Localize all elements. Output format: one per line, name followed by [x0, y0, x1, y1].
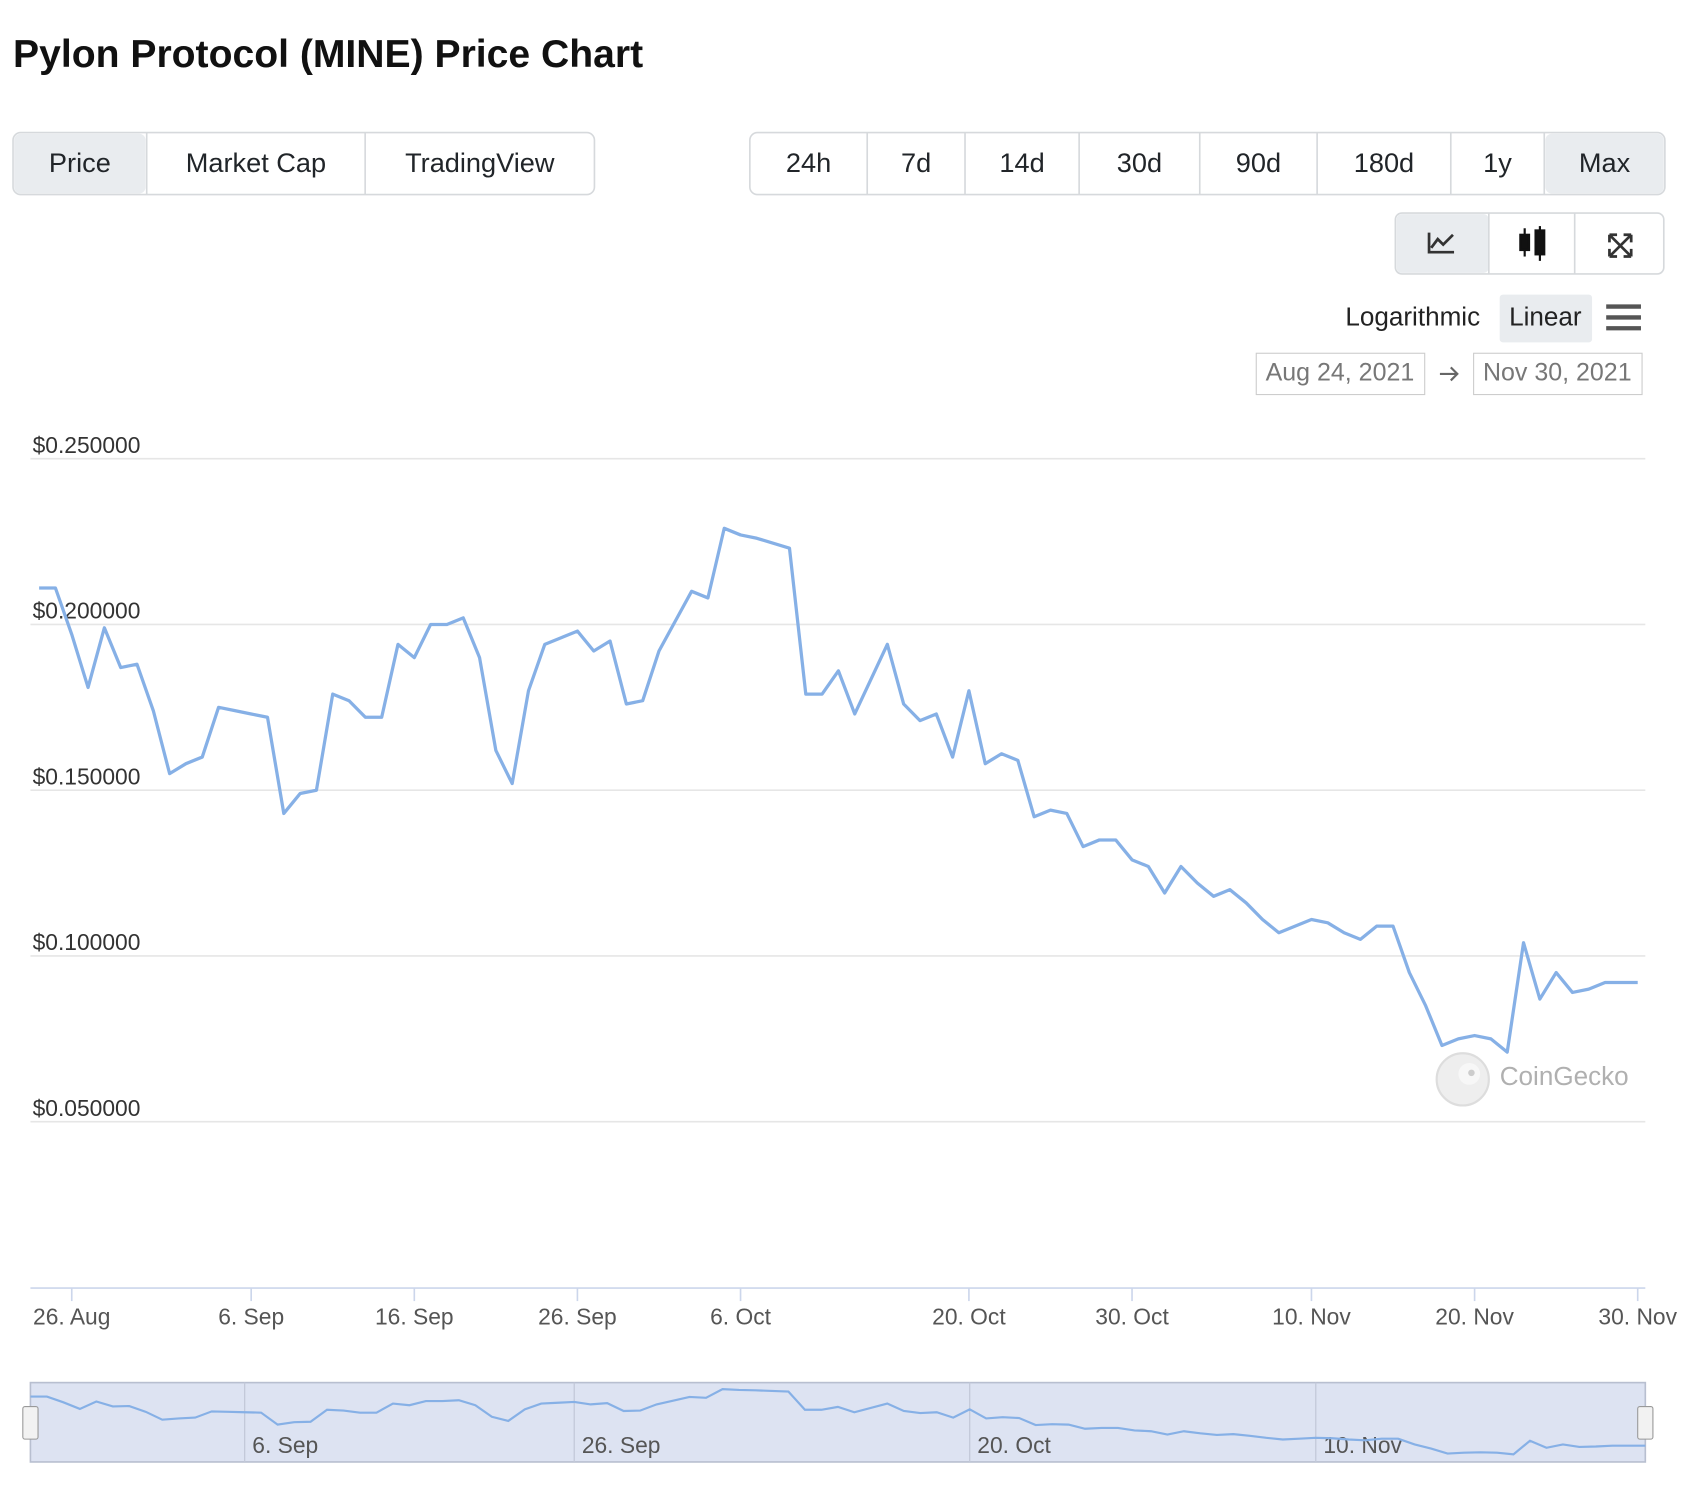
x-tick-label: 20. Oct: [932, 1304, 1006, 1330]
ranges-button[interactable]: Max: [1579, 147, 1631, 178]
watermark-logo: [1435, 1052, 1490, 1107]
navigator-tick-label: 6. Sep: [252, 1432, 318, 1458]
navigator-tick-label: 26. Sep: [582, 1432, 661, 1458]
navigator-tick-label: 20. Oct: [977, 1432, 1051, 1458]
menu-icon[interactable]: [1606, 304, 1641, 331]
page-title: Pylon Protocol (MINE) Price Chart: [13, 33, 643, 76]
candlestick-icon[interactable]: [1519, 226, 1546, 261]
x-tick-label: 30. Nov: [1598, 1304, 1677, 1330]
fullscreen-icon[interactable]: [1608, 233, 1633, 258]
x-tick-label: 26. Aug: [33, 1304, 110, 1330]
watermark: CoinGecko: [1500, 1061, 1629, 1091]
ranges-button[interactable]: 14d: [999, 147, 1044, 178]
ranges-button[interactable]: 180d: [1354, 147, 1414, 178]
price-line: [39, 526, 1638, 1054]
arrow: [1439, 366, 1459, 382]
x-tick-label: 30. Oct: [1095, 1304, 1169, 1330]
navigator-handle-right[interactable]: [1637, 1405, 1654, 1440]
y-tick-label: $0.250000: [33, 432, 141, 458]
y-tick-label: $0.100000: [33, 929, 141, 955]
ranges-button[interactable]: 90d: [1236, 147, 1281, 178]
linear-scale-option[interactable]: Linear: [1509, 301, 1582, 331]
date-from-box[interactable]: [1255, 352, 1426, 396]
tabs-button[interactable]: Market Cap: [186, 147, 326, 178]
tabs-group: [12, 131, 596, 196]
tabs-active: [14, 133, 146, 194]
y-tick-label: $0.150000: [33, 763, 141, 789]
x-tick-label: 20. Nov: [1435, 1304, 1514, 1330]
navigator-handle-left[interactable]: [22, 1405, 39, 1440]
tabs-button[interactable]: TradingView: [405, 147, 555, 178]
x-tick-label: 10. Nov: [1272, 1304, 1351, 1330]
date-to: Nov 30, 2021: [1483, 359, 1632, 387]
date-to-box[interactable]: [1473, 352, 1643, 396]
ranges-button[interactable]: 1y: [1483, 147, 1512, 178]
x-tick-label: 26. Sep: [538, 1304, 617, 1330]
navigator-tick-label: 10. Nov: [1323, 1432, 1402, 1458]
line-chart-icon: [1427, 232, 1455, 254]
log-scale-option[interactable]: Logarithmic: [1345, 301, 1480, 331]
date-from: Aug 24, 2021: [1266, 359, 1415, 387]
ranges-active: [1545, 133, 1664, 194]
x-tick-label: 6. Sep: [218, 1304, 284, 1330]
x-tick-label: 6. Oct: [710, 1304, 772, 1330]
navigator-line: [30, 1388, 1646, 1456]
tabs-button[interactable]: Price: [49, 147, 111, 178]
y-tick-label: $0.200000: [33, 598, 141, 624]
x-tick-label: 16. Sep: [375, 1304, 454, 1330]
ranges-button[interactable]: 7d: [901, 147, 931, 178]
ranges-group: [749, 131, 1666, 196]
linear-scale-highlight: [1499, 294, 1593, 343]
ranges-button[interactable]: 30d: [1117, 147, 1162, 178]
y-tick-label: $0.050000: [33, 1095, 141, 1121]
ranges-button[interactable]: 24h: [786, 147, 831, 178]
